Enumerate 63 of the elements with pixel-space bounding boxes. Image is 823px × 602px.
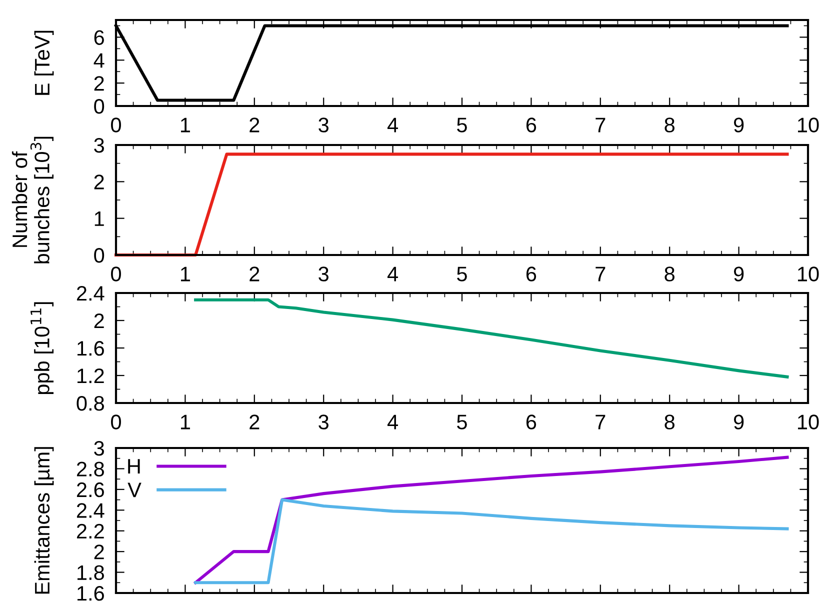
y-tick-label: 2 [94, 314, 104, 328]
legend-label: V [128, 482, 142, 498]
x-tick-label: 4 [387, 266, 398, 282]
y-axis-title: ppb [10$^{11}$] [30, 302, 54, 394]
x-tick-label: 6 [526, 118, 536, 132]
y-tick-label: 1 [94, 212, 104, 226]
y-tick-label: 6 [94, 30, 104, 45]
y-tick-label: 1.2 [78, 368, 104, 384]
y-tick-label: 3 [94, 441, 104, 456]
y-tick-label: 2 [94, 174, 104, 190]
x-tick-label: 6 [526, 414, 536, 430]
x-tick-label: 10 [798, 414, 819, 430]
y-tick-label: 2.4 [76, 286, 104, 301]
x-tick-label: 3 [318, 266, 328, 282]
y-axis-title: E [TeV] [34, 30, 54, 95]
x-tick-label: 2 [250, 414, 260, 430]
x-tick-label: 1 [180, 266, 190, 282]
y-tick-label: 2.2 [76, 524, 104, 538]
y-tick-label: 2 [94, 76, 104, 91]
legend-label: H [128, 459, 140, 474]
x-tick-label: 9 [734, 414, 744, 430]
y-tick-label: 2.6 [76, 482, 104, 498]
x-tick-label: 2 [250, 266, 260, 282]
x-tick-label: 1 [180, 414, 190, 430]
y-axis-title: Emittances [µm] [34, 447, 54, 594]
x-tick-label: 4 [387, 118, 398, 132]
y-tick-label: 3 [94, 138, 104, 153]
y-tick-label: 2 [94, 544, 104, 560]
x-tick-label: 0 [111, 118, 121, 132]
y-tick-label: 1.6 [78, 341, 104, 356]
y-tick-label: 0.8 [76, 396, 104, 411]
x-tick-label: 8 [664, 414, 674, 430]
x-tick-label: 6 [526, 266, 536, 282]
x-tick-label: 1 [180, 118, 190, 132]
x-tick-label: 7 [596, 118, 606, 132]
y-tick-label: 0 [94, 248, 104, 263]
x-tick-label: 7 [596, 414, 606, 430]
x-tick-label: 0 [111, 266, 121, 282]
x-tick-label: 10 [798, 118, 819, 132]
x-tick-label: 3 [318, 414, 328, 430]
x-tick-label: 7 [596, 266, 606, 282]
line-series [194, 456, 789, 584]
y-tick-label: 2.8 [76, 462, 104, 476]
x-tick-label: 9 [734, 266, 744, 282]
x-tick-label: 5 [457, 266, 467, 282]
y-tick-label: 4 [94, 53, 104, 68]
y-tick-label: 0 [94, 99, 104, 114]
x-tick-label: 0 [111, 414, 121, 430]
y-tick-label: 1.8 [78, 565, 104, 580]
x-tick-label: 5 [457, 414, 467, 430]
x-tick-label: 8 [664, 118, 674, 132]
x-tick-label: 2 [250, 118, 260, 132]
x-tick-label: 9 [734, 118, 744, 132]
x-tick-label: 10 [798, 266, 819, 282]
x-tick-label: 5 [457, 118, 467, 132]
y-axis-title: Number of bunches [10$^{3}$] [12, 136, 54, 264]
x-tick-label: 8 [664, 266, 674, 282]
line-series [194, 298, 789, 378]
y-tick-label: 1.6 [78, 586, 104, 601]
line-series [194, 498, 789, 584]
x-tick-label: 4 [387, 414, 398, 430]
y-tick-label: 2.4 [76, 503, 104, 518]
x-tick-label: 3 [318, 118, 328, 132]
